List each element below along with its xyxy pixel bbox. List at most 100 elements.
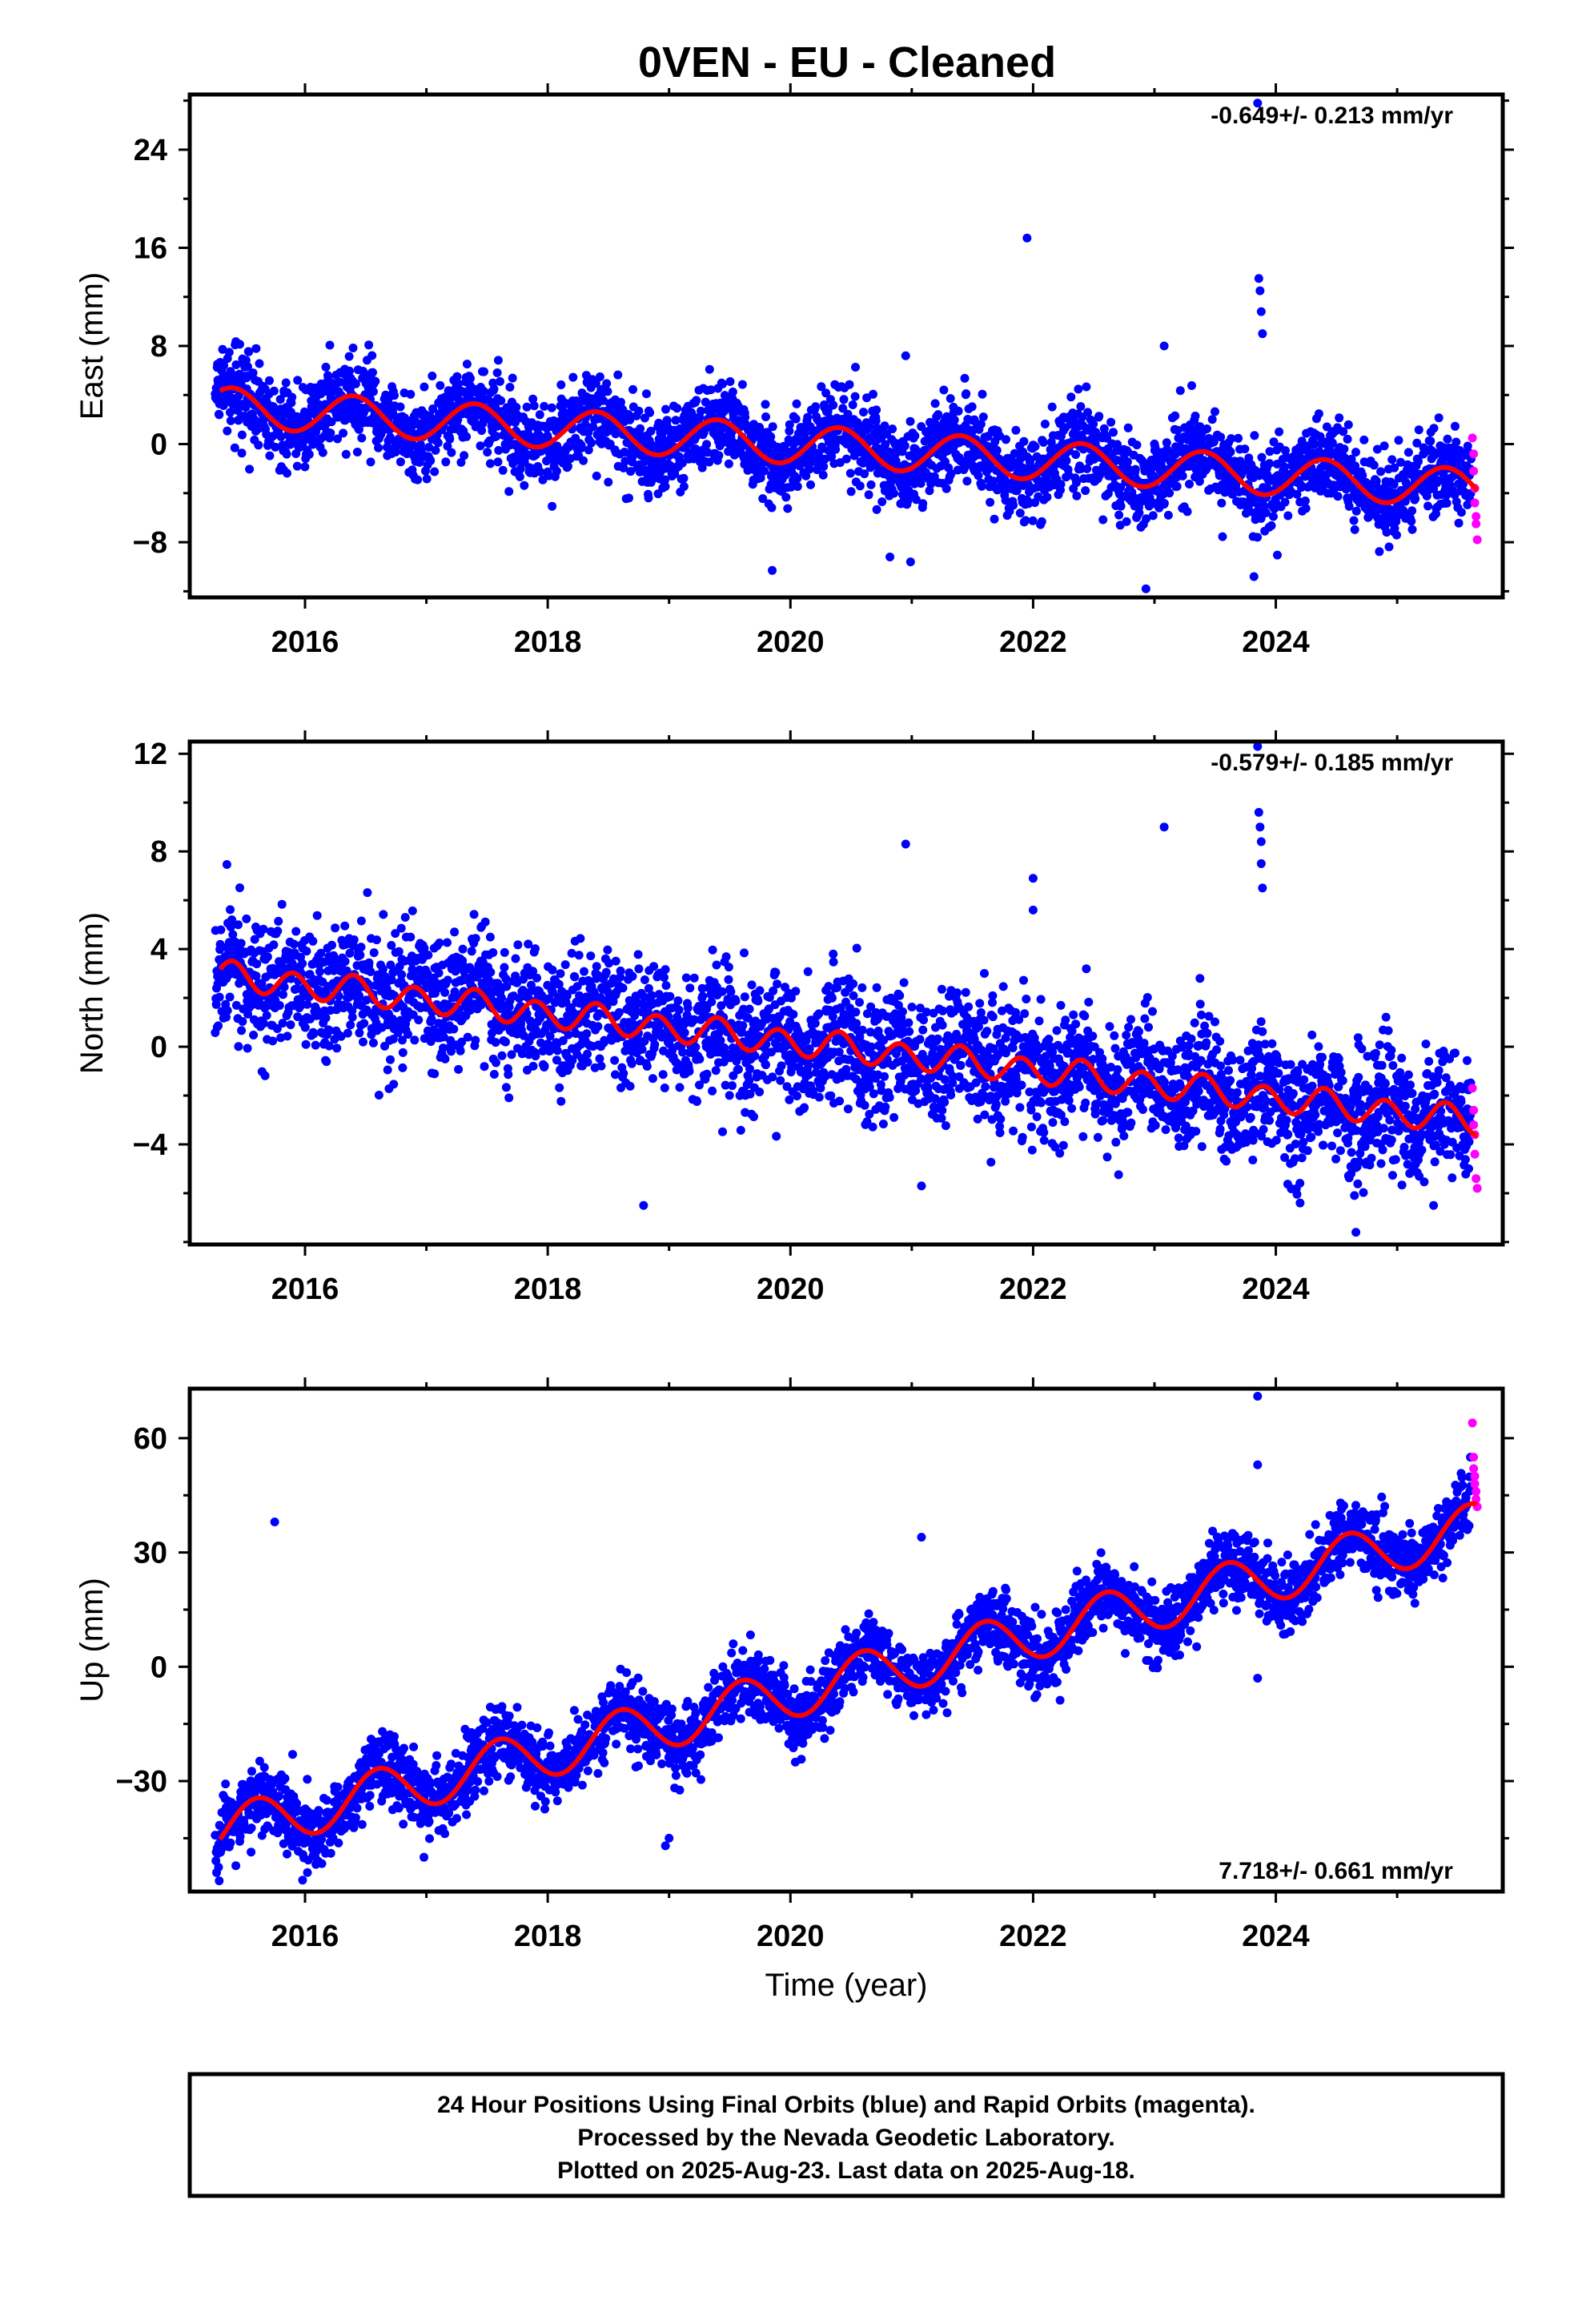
final-orbit-point xyxy=(811,402,821,412)
final-orbit-point xyxy=(1384,542,1394,552)
final-orbit-point xyxy=(515,994,524,1003)
final-orbit-point xyxy=(486,967,496,977)
final-orbit-point xyxy=(1267,521,1276,530)
final-orbit-point xyxy=(706,385,716,395)
final-orbit-point xyxy=(678,1047,688,1057)
final-orbit-point xyxy=(275,395,285,404)
final-orbit-point xyxy=(431,445,440,455)
final-orbit-point xyxy=(755,986,765,995)
final-orbit-point xyxy=(349,935,359,944)
final-orbit-point xyxy=(362,995,371,1005)
final-orbit-point xyxy=(287,392,297,402)
final-orbit-point xyxy=(242,914,251,923)
final-orbit-point xyxy=(806,480,815,489)
final-orbit-point xyxy=(747,980,757,990)
final-orbit-point xyxy=(1265,459,1275,468)
final-orbit-point xyxy=(426,456,436,465)
final-orbit-point xyxy=(1343,434,1352,444)
final-orbit-point xyxy=(942,484,951,493)
final-orbit-point xyxy=(728,1081,737,1091)
final-orbit-point xyxy=(789,1010,798,1019)
final-orbit-point xyxy=(1142,514,1151,524)
final-orbit-point xyxy=(492,432,501,441)
final-orbit-point xyxy=(712,960,721,970)
final-orbit-point xyxy=(435,939,444,947)
final-orbit-point xyxy=(574,951,584,960)
final-orbit-point xyxy=(1072,478,1081,488)
final-orbit-point xyxy=(1351,461,1360,471)
final-orbit-point xyxy=(1028,516,1038,525)
final-orbit-point xyxy=(595,1009,604,1019)
final-orbit-point xyxy=(480,917,490,927)
final-orbit-outlier-point xyxy=(885,552,895,561)
final-orbit-point xyxy=(408,440,418,449)
final-orbit-point xyxy=(1094,412,1104,421)
final-orbit-point xyxy=(564,461,572,471)
final-orbit-point xyxy=(1314,409,1323,419)
final-orbit-point xyxy=(511,971,520,981)
final-orbit-point xyxy=(1390,524,1399,533)
final-orbit-point xyxy=(1089,420,1098,428)
final-orbit-point xyxy=(234,1042,243,1051)
final-orbit-point xyxy=(226,905,235,915)
final-orbit-point xyxy=(1081,486,1090,496)
final-orbit-point xyxy=(760,466,769,476)
final-orbit-point xyxy=(443,938,452,947)
final-orbit-point xyxy=(238,1017,247,1026)
final-orbit-point xyxy=(934,410,943,420)
final-orbit-point xyxy=(1038,437,1048,447)
final-orbit-point xyxy=(531,944,540,954)
final-orbit-point xyxy=(702,1069,712,1079)
final-orbit-point xyxy=(286,974,295,983)
final-orbit-point xyxy=(946,394,955,404)
final-orbit-point xyxy=(257,979,267,988)
final-orbit-point xyxy=(252,959,262,969)
final-orbit-point xyxy=(547,403,556,412)
final-orbit-point xyxy=(1226,447,1235,456)
final-orbit-point xyxy=(369,948,379,958)
final-orbit-point xyxy=(793,473,802,483)
final-orbit-point xyxy=(786,993,796,1003)
final-orbit-point xyxy=(591,379,600,388)
final-orbit-point xyxy=(512,403,521,412)
final-orbit-point xyxy=(278,1019,287,1028)
final-orbit-point xyxy=(596,1061,606,1071)
final-orbit-point xyxy=(462,360,472,369)
final-orbit-outlier-point xyxy=(1256,307,1266,316)
final-orbit-point xyxy=(388,409,398,419)
final-orbit-point xyxy=(1351,448,1360,457)
final-orbit-point xyxy=(367,351,377,360)
final-orbit-point xyxy=(658,1070,668,1080)
final-orbit-point xyxy=(452,372,462,381)
final-orbit-point xyxy=(785,1017,795,1027)
final-orbit-point xyxy=(301,1039,311,1049)
final-orbit-point xyxy=(1015,509,1025,518)
final-orbit-point xyxy=(1456,508,1466,517)
final-orbit-point xyxy=(636,424,645,433)
final-orbit-point xyxy=(1339,444,1349,454)
final-orbit-point xyxy=(772,1132,781,1141)
final-orbit-point xyxy=(705,457,714,467)
final-orbit-point xyxy=(251,971,261,981)
final-orbit-point xyxy=(292,461,302,471)
final-orbit-point xyxy=(1132,440,1142,450)
final-orbit-point xyxy=(488,948,498,957)
y-tick-label: −8 xyxy=(133,526,167,560)
final-orbit-point xyxy=(485,932,495,942)
final-orbit-point xyxy=(1390,463,1399,472)
final-orbit-point xyxy=(347,1012,357,1022)
final-orbit-point xyxy=(374,1091,383,1100)
final-orbit-point xyxy=(1011,425,1021,435)
final-orbit-point xyxy=(215,992,224,1002)
final-orbit-point xyxy=(1187,381,1196,390)
final-orbit-point xyxy=(839,395,849,404)
final-orbit-point xyxy=(1257,452,1267,462)
final-orbit-point xyxy=(761,1051,770,1061)
final-orbit-point xyxy=(1037,517,1046,526)
final-orbit-point xyxy=(649,962,659,971)
final-orbit-point xyxy=(821,388,831,398)
final-orbit-point xyxy=(1296,483,1306,493)
final-orbit-point xyxy=(1009,501,1018,510)
final-orbit-point xyxy=(224,348,234,357)
x-tick-label: 2016 xyxy=(271,625,339,659)
